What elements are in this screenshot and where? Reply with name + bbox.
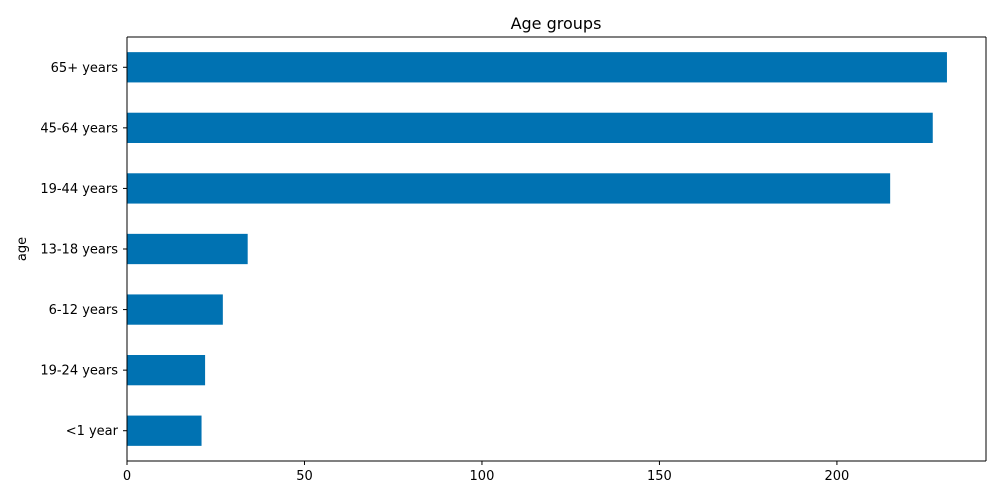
x-tick-label-0: 0 xyxy=(123,469,131,484)
x-tick-label-1: 50 xyxy=(296,469,313,484)
y-axis-label: age xyxy=(15,237,30,261)
y-tick-label-1: 19-24 years xyxy=(40,364,118,379)
y-tick-label-0: <1 year xyxy=(66,424,119,439)
chart-title: Age groups xyxy=(511,14,602,33)
bars-group xyxy=(127,52,947,446)
x-tick-label-2: 100 xyxy=(470,469,495,484)
bar-4 xyxy=(127,173,891,204)
y-tick-label-6: 65+ years xyxy=(51,61,119,76)
bar-6 xyxy=(127,52,947,83)
y-ticks-group: <1 year 19-24 years 6-12 years 13-18 years 1… xyxy=(40,61,127,439)
y-tick-label-3: 13-18 years xyxy=(40,243,118,258)
x-tick-label-4: 200 xyxy=(825,469,850,484)
y-tick-label-5: 45-64 years xyxy=(40,121,118,136)
bar-1 xyxy=(127,355,206,386)
bar-5 xyxy=(127,112,933,143)
y-tick-label-4: 19-44 years xyxy=(40,182,118,197)
bar-3 xyxy=(127,233,248,265)
x-tick-label-3: 150 xyxy=(647,469,672,484)
bar-2 xyxy=(127,294,223,325)
bar-0 xyxy=(127,415,202,446)
x-ticks-group: 0 50 100 150 200 xyxy=(123,461,849,484)
y-tick-label-2: 6-12 years xyxy=(49,303,119,318)
